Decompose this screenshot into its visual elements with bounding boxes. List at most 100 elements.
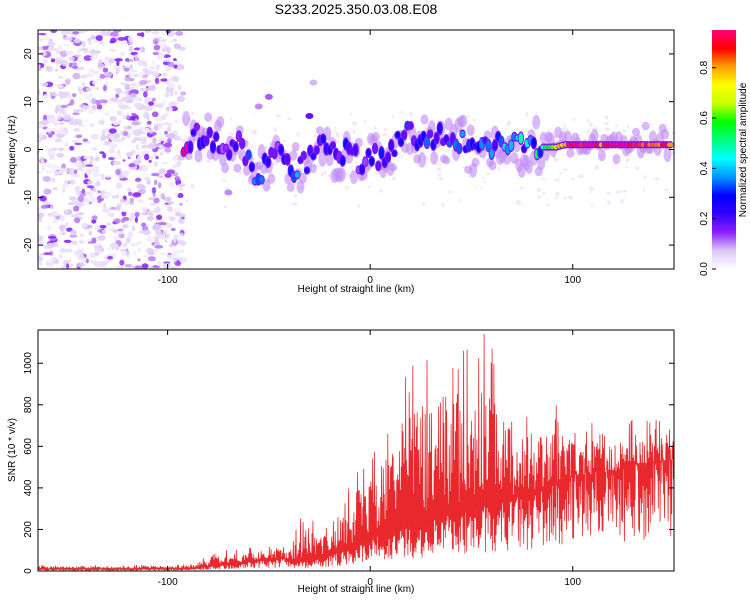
spectrogram-speckle: [349, 112, 353, 116]
spectrogram-halo: [430, 151, 439, 165]
spectrogram-ridge-core: [307, 145, 313, 156]
spectrogram-speckle: [506, 122, 510, 127]
spectrogram-noise-blob: [167, 138, 172, 144]
spectrogram-noise-blob: [57, 84, 64, 88]
spectrogram-ridge-core: [246, 150, 252, 159]
spectrogram-ridge-core: [427, 130, 433, 138]
spectrogram-noise-blob: [86, 185, 95, 189]
spectrogram-speckle: [553, 196, 559, 200]
spectrogram-noise-blob: [139, 62, 149, 67]
spectrogram-noise-blob: [50, 164, 60, 171]
spectrogram-noise-blob: [75, 168, 85, 171]
spectrogram-noise-blob: [160, 252, 166, 256]
spectrogram-ridge-core: [314, 146, 320, 154]
spectrogram-noise-blob: [158, 145, 165, 150]
spectrogram-noise-blob: [133, 47, 141, 51]
spectrogram-speckle: [391, 115, 395, 119]
spectrogram-ridge-core: [366, 149, 371, 157]
spectrogram-halo: [442, 156, 451, 165]
spectrogram-noise-blob: [112, 120, 120, 126]
spectrogram-noise-blob: [90, 260, 97, 265]
spectrogram-noise-blob: [172, 237, 177, 244]
spectrogram-noise-blob: [115, 175, 120, 178]
spectrogram-noise-blob: [154, 123, 163, 127]
spectrogram-halo: [298, 172, 307, 184]
spectrogram-speckle: [588, 122, 593, 127]
spectrogram-ridge-core: [518, 132, 524, 144]
spectrogram-speckle: [225, 187, 230, 191]
spectrogram-noise-blob: [155, 230, 163, 236]
spectrogram-noise-blob: [148, 210, 154, 218]
spectrogram-noise-blob: [99, 30, 108, 37]
spectrogram-noise-blob: [173, 155, 178, 162]
spectrogram-speckle: [537, 195, 542, 199]
spectrogram-ridge-core: [236, 131, 242, 141]
spectrogram-speckle: [563, 124, 567, 128]
spectrogram-ridge-core: [369, 157, 375, 166]
spectrogram-noise-blob: [40, 51, 48, 57]
spectrogram-noise-blob: [127, 188, 132, 192]
spectrogram-noise-blob: [43, 60, 47, 66]
spectrogram-ridge: [179, 79, 674, 196]
spectrogram-speckle: [239, 171, 243, 176]
colorbar-ticks: 0.0 0.2 0.4 0.6 0.8: [699, 60, 716, 276]
spectrogram-noise-blob: [154, 40, 158, 45]
spectrogram-noise-blob: [109, 206, 118, 210]
spectrogram-speckle: [185, 199, 189, 203]
spectrogram-noise-blob: [120, 198, 126, 204]
spectrogram-noise-blob: [87, 88, 92, 92]
spectrogram-noise-blob: [110, 242, 119, 249]
spectrogram-noise-blob: [112, 160, 121, 166]
spectrogram-noise-blob: [91, 215, 98, 220]
snr-line: [38, 333, 674, 571]
spectrogram-ridge-core: [301, 152, 307, 159]
spectrogram-ridge-core: [372, 144, 378, 153]
spectrogram-speckle: [345, 185, 350, 190]
spectrogram-halo: [512, 141, 521, 153]
spectrogram-speckle: [624, 166, 628, 169]
spectrogram-noise-blob: [104, 266, 108, 269]
spectrogram-noise-blob: [38, 212, 45, 218]
spectrogram-noise-blob: [133, 73, 139, 78]
spectrogram-ridge-core: [194, 124, 200, 130]
spectrogram-noise-blob: [101, 229, 107, 235]
spectrogram-speckle: [210, 119, 214, 125]
spectrogram-speckle: [293, 193, 298, 198]
spectrogram-noise-blob: [62, 114, 72, 121]
spectrogram-speckle: [586, 129, 591, 135]
spectrogram-noise-blob: [148, 197, 155, 201]
spectrogram-ridge-core: [265, 157, 271, 167]
spectrogram-noise-blob: [95, 180, 101, 187]
spectrogram-noise-blob: [125, 75, 130, 78]
spectrogram-speckle: [438, 173, 442, 176]
snr-x-tick-label: 0: [367, 577, 373, 588]
spectrogram-noise-blob: [151, 111, 159, 118]
spectrogram-noise-blob: [92, 80, 98, 85]
spectrogram-speckle: [536, 187, 542, 193]
spectrogram-halo: [459, 114, 468, 128]
spectrogram-noise-blob: [131, 264, 136, 269]
spectrogram-noise-blob: [127, 35, 134, 43]
spectrogram-noise-blob: [118, 104, 128, 110]
spectrogram-speckle: [621, 129, 628, 132]
spectrogram-noise-blob: [165, 67, 170, 72]
spectrogram-noise-blob: [52, 219, 56, 224]
spectrogram-noise-blob: [72, 112, 80, 116]
spectrogram-ridge-core: [243, 157, 248, 165]
spectrogram-halo: [349, 170, 358, 184]
spectrogram-noise-blob: [179, 240, 187, 246]
spectrogram-noise-blob: [108, 48, 118, 53]
spectrogram-speckle: [467, 174, 471, 178]
spectrogram-speckle: [568, 195, 573, 200]
spectrogram-halo: [663, 146, 672, 163]
spectrogram-noise-blob: [174, 211, 181, 217]
spectrogram-noise-field: [38, 30, 674, 269]
spectrogram-noise-blob: [140, 32, 145, 38]
spectrogram-speckle: [273, 127, 277, 133]
spectrogram-speckle: [324, 170, 327, 175]
spectrogram-noise-blob: [174, 90, 178, 95]
spectrogram-noise-blob: [123, 125, 128, 131]
spectrogram-halo: [597, 149, 606, 162]
spectrogram-noise-blob: [177, 183, 186, 187]
